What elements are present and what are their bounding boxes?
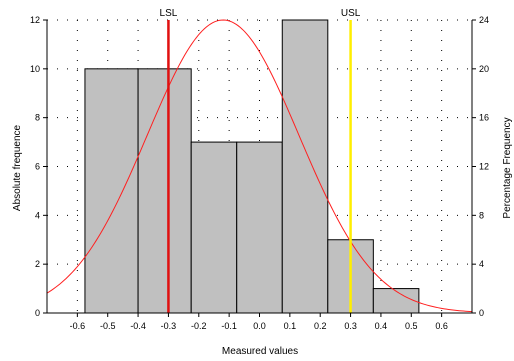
y-tick-label-left: 6: [35, 162, 40, 172]
x-tick-label: 0.3: [344, 321, 357, 331]
y-tick-label-right: 20: [479, 64, 489, 74]
y-tick-label-left: 4: [35, 210, 40, 220]
x-tick-label: -0.3: [161, 321, 177, 331]
x-tick-label: 0.4: [375, 321, 388, 331]
histogram-bar: [84, 68, 139, 314]
x-tick-label: 0.2: [314, 321, 327, 331]
y-axis-label-right: Percentage Frequency: [502, 117, 513, 218]
y-tick-label-left: 10: [30, 64, 40, 74]
x-tick-label: -0.2: [191, 321, 207, 331]
y-tick-label-right: 4: [479, 259, 484, 269]
y-tick-label-right: 24: [479, 15, 489, 25]
y-tick-label-left: 12: [30, 15, 40, 25]
normal-curve-line: [46, 19, 473, 313]
histogram-bar: [372, 288, 420, 314]
x-tick-label: -0.4: [130, 321, 146, 331]
y-tick-label-left: 8: [35, 113, 40, 123]
y-tick-label-right: 12: [479, 162, 489, 172]
y-axis-label-left: Absolute frequence: [12, 124, 23, 211]
y-tick-label-left: 2: [35, 259, 40, 269]
y-tick-label-right: 8: [479, 210, 484, 220]
x-tick-label: 0.5: [405, 321, 418, 331]
histogram-bar: [190, 141, 238, 314]
ticks: -0.6 -0.5 -0.4 -0.3 -0.2 -0.1 0.0 0.1 0.2 0.3 0.4 0…: [30, 15, 489, 331]
x-tick-label: -0.6: [70, 321, 86, 331]
x-axis-label: Measured values: [222, 346, 298, 357]
y-tick-label-right: 0: [479, 308, 484, 318]
x-tick-label: -0.1: [221, 321, 237, 331]
y-tick-label-left: 0: [35, 308, 40, 318]
spec-limits: LSL USL: [160, 8, 361, 313]
lsl-label: LSL: [160, 8, 178, 19]
x-tick-label: 0.6: [435, 321, 448, 331]
histogram-bar: [281, 19, 329, 314]
histogram-bar: [236, 141, 283, 314]
y-tick-label-right: 16: [479, 113, 489, 123]
x-tick-label: -0.5: [100, 321, 116, 331]
x-tick-label: 0.0: [253, 321, 266, 331]
x-tick-label: 0.1: [284, 321, 297, 331]
histogram-bar: [137, 68, 192, 314]
histogram-bars: [84, 19, 420, 314]
usl-label: USL: [341, 8, 361, 19]
normal-curve: [46, 19, 473, 313]
